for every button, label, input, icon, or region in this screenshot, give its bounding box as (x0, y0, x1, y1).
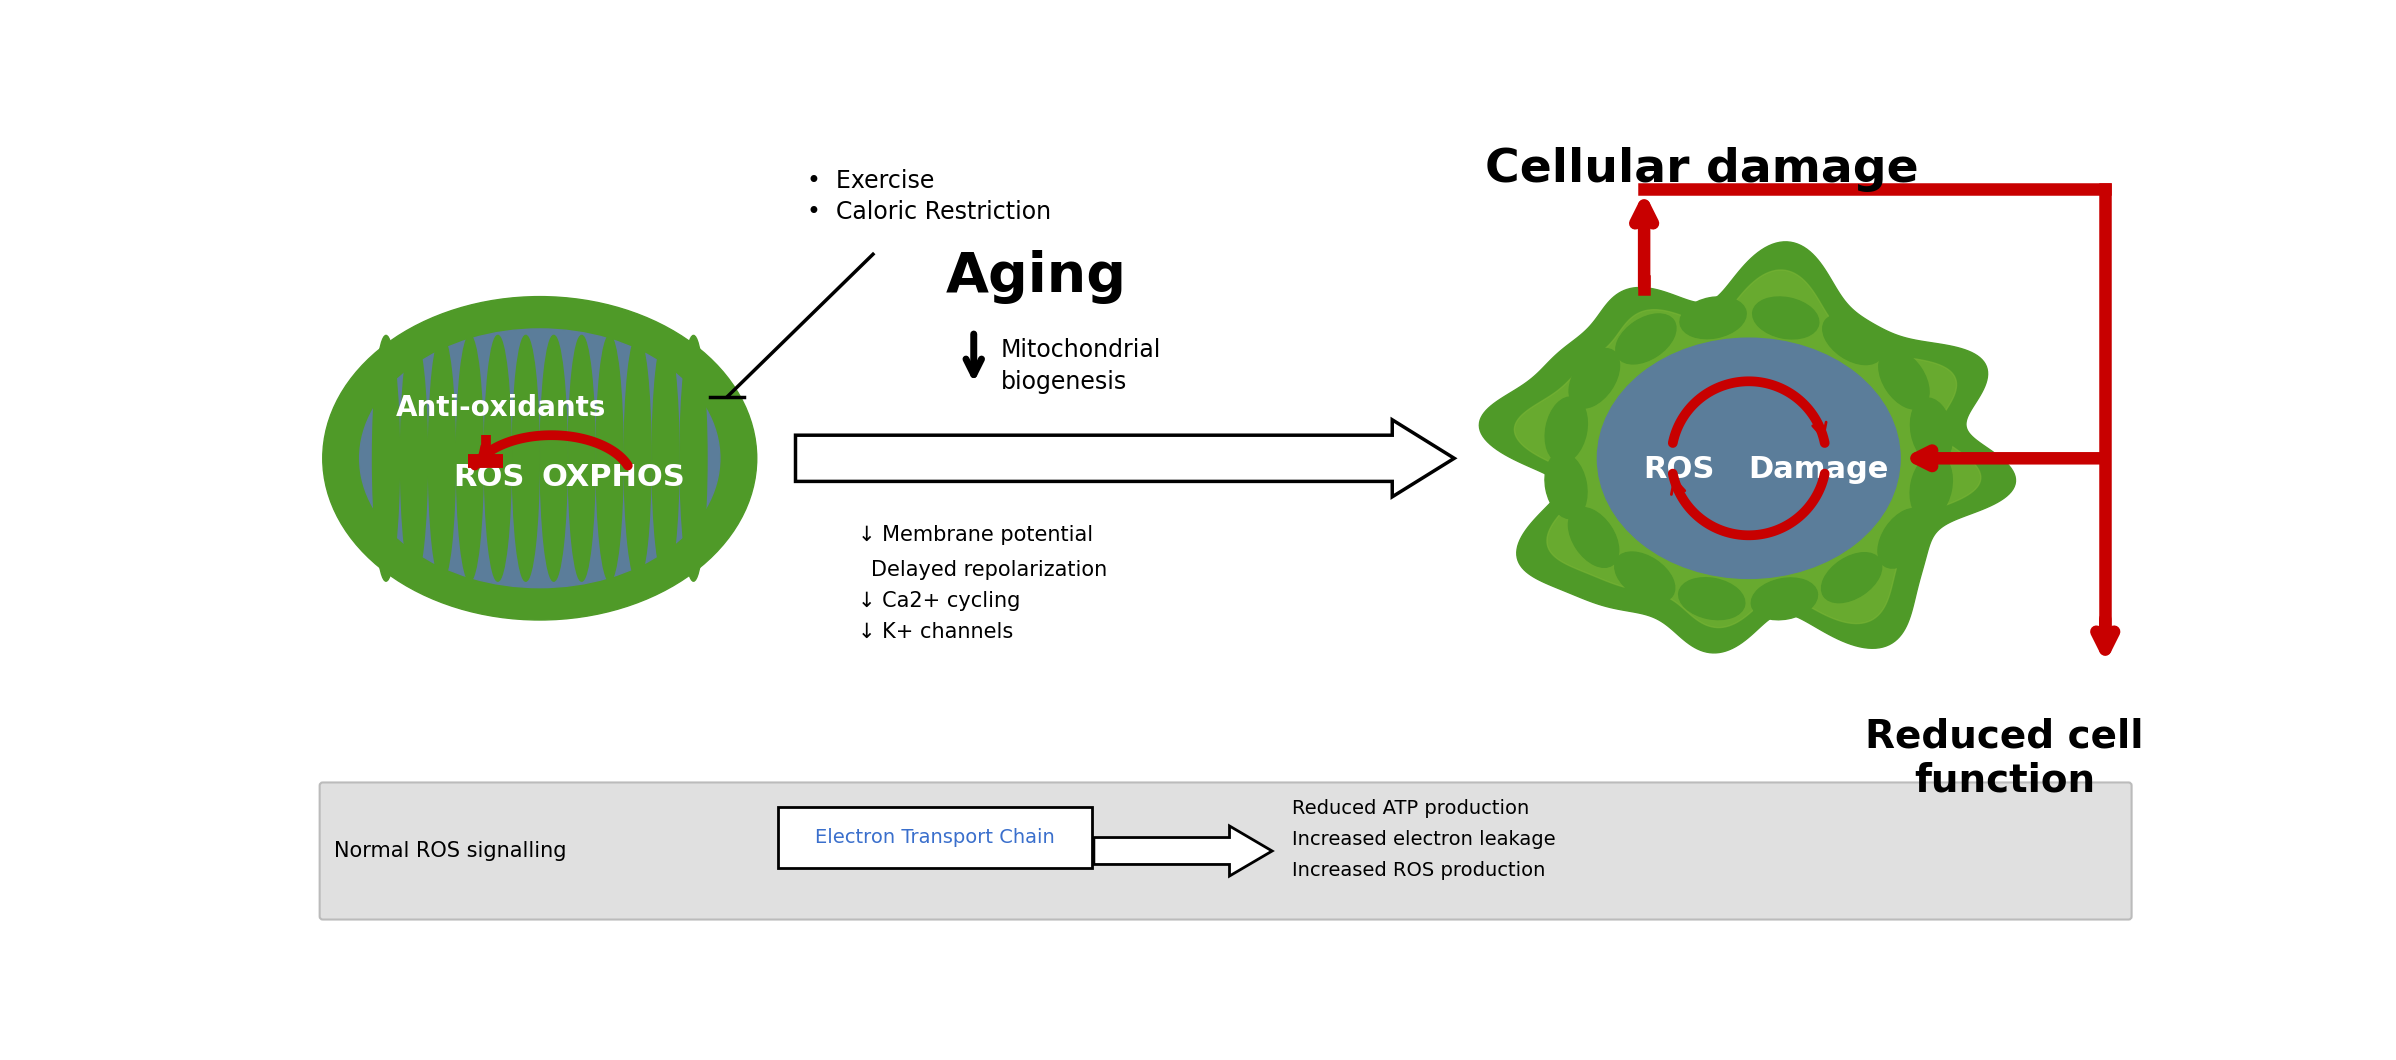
FancyBboxPatch shape (779, 807, 1093, 868)
Ellipse shape (1878, 509, 1929, 568)
Text: Mitochondrial
biogenesis: Mitochondrial biogenesis (1002, 338, 1162, 393)
Ellipse shape (1821, 552, 1881, 603)
Text: Reduced cell
function: Reduced cell function (1864, 718, 2144, 799)
Ellipse shape (1545, 398, 1589, 463)
Ellipse shape (1569, 349, 1620, 408)
Ellipse shape (1823, 315, 1883, 365)
Ellipse shape (1751, 578, 1819, 620)
Polygon shape (1514, 270, 1981, 628)
Ellipse shape (597, 335, 623, 581)
FancyArrow shape (1095, 826, 1272, 876)
Text: ROS: ROS (453, 463, 525, 492)
Text: ↓ Membrane potential: ↓ Membrane potential (858, 526, 1093, 545)
Text: Reduced ATP production
Increased electron leakage
Increased ROS production: Reduced ATP production Increased electro… (1291, 799, 1555, 880)
Ellipse shape (1569, 508, 1620, 567)
Ellipse shape (429, 335, 455, 581)
FancyArrow shape (795, 420, 1454, 497)
Ellipse shape (1910, 398, 1953, 464)
Ellipse shape (513, 335, 539, 581)
Text: Aging: Aging (946, 250, 1126, 304)
Ellipse shape (484, 335, 510, 581)
Ellipse shape (400, 335, 426, 581)
Ellipse shape (680, 335, 707, 581)
Ellipse shape (539, 335, 568, 581)
Ellipse shape (1878, 349, 1929, 409)
Ellipse shape (359, 329, 719, 587)
FancyBboxPatch shape (319, 782, 2132, 919)
Ellipse shape (568, 335, 594, 581)
Text: OXPHOS: OXPHOS (541, 463, 685, 492)
Ellipse shape (1910, 454, 1953, 519)
Text: ROS: ROS (1644, 456, 1716, 484)
Ellipse shape (1615, 552, 1675, 602)
Ellipse shape (323, 297, 757, 620)
Text: Cellular damage: Cellular damage (1486, 147, 1919, 192)
Text: •  Exercise: • Exercise (807, 170, 934, 193)
Ellipse shape (1615, 314, 1675, 364)
Ellipse shape (455, 335, 484, 581)
Ellipse shape (1545, 453, 1586, 518)
Ellipse shape (1680, 297, 1747, 338)
Ellipse shape (371, 335, 400, 581)
Text: Electron Transport Chain: Electron Transport Chain (815, 828, 1054, 847)
Text: Normal ROS signalling: Normal ROS signalling (335, 841, 568, 861)
Text: •  Caloric Restriction: • Caloric Restriction (807, 200, 1052, 224)
Ellipse shape (652, 335, 678, 581)
Ellipse shape (1598, 338, 1900, 579)
Ellipse shape (623, 335, 652, 581)
Text: Damage: Damage (1749, 456, 1888, 484)
Ellipse shape (1680, 578, 1744, 620)
Text: ↓ Ca2+ cycling: ↓ Ca2+ cycling (858, 590, 1021, 611)
Text: Anti-oxidants: Anti-oxidants (395, 394, 606, 422)
Text: Delayed repolarization: Delayed repolarization (872, 560, 1107, 580)
Polygon shape (1478, 242, 2015, 653)
Text: ↓ K+ channels: ↓ K+ channels (858, 621, 1014, 641)
Ellipse shape (1754, 297, 1819, 339)
